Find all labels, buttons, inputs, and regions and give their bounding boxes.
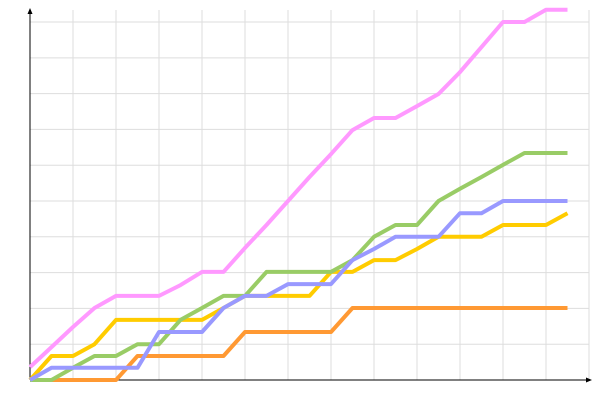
series-line <box>30 151 568 382</box>
y-axis-arrow <box>27 8 33 14</box>
x-axis-arrow <box>586 377 592 383</box>
series-line <box>28 211 569 382</box>
series-line <box>30 306 568 382</box>
series-line <box>29 199 568 382</box>
series-line <box>28 7 568 369</box>
